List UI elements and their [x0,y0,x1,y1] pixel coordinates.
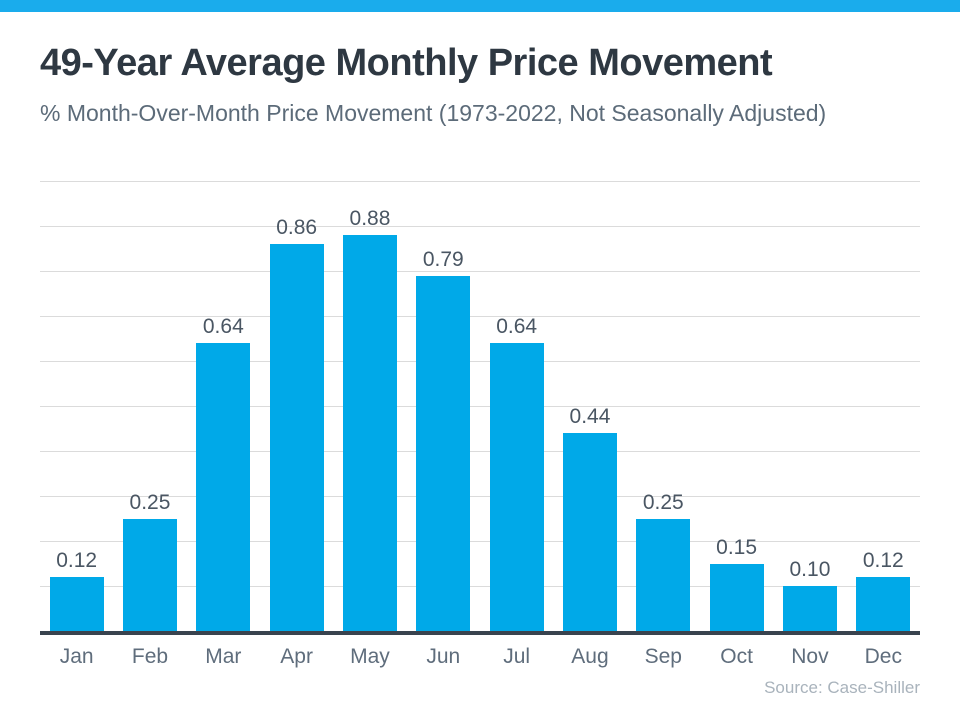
bar-value-label: 0.86 [276,216,318,239]
bar [269,244,324,631]
x-tick-label: Feb [131,645,169,668]
bar-value-label: 0.25 [129,490,171,514]
x-tick-label: Jan [59,645,94,668]
bar [782,586,837,631]
bar-value-label: 0.15 [716,535,758,559]
x-tick-label: May [350,645,390,668]
bar-value-label: 0.79 [422,247,464,271]
bar [122,518,177,631]
source-caption: Source: Case-Shiller [764,678,920,697]
bar-slot: 0.12 [847,185,920,631]
top-accent-bar [0,0,960,12]
x-tick-label: Aug [571,645,609,668]
plot-area: 0.12 0.25 0.64 0.86 0.88 0.79 0.64 0.44 0.25 0.15… [40,181,920,635]
bar-slot: 0.10 [773,185,846,631]
bar-slot: 0.12 [40,185,113,631]
bar [489,343,544,631]
bar-value-label: 0.64 [202,315,244,338]
bar [636,518,691,631]
bar-slot: 0.64 [480,185,553,631]
bar-slot: 0.88 [333,185,406,631]
bar [856,577,911,631]
bar-value-label: 0.64 [496,315,538,338]
bar [416,275,471,631]
bar-slot: 0.25 [113,185,186,631]
bar-slot: 0.15 [700,185,773,631]
bar [342,235,397,631]
chart-subtitle: % Month-Over-Month Price Movement (1973-… [40,100,827,126]
bar-value-label: 0.88 [349,207,391,230]
x-tick-label: Dec [864,645,902,668]
gridline [40,181,920,182]
bar-slot: 0.25 [627,185,700,631]
bar-slot: 0.86 [260,185,333,631]
bar-value-label: 0.10 [789,558,831,581]
x-tick-label: Sep [644,645,682,668]
bar-value-label: 0.12 [56,549,98,572]
x-tick-label: Apr [280,645,313,668]
x-tick-label: Nov [791,645,829,668]
bar-slot: 0.79 [407,185,480,631]
x-tick-label: Jun [426,645,461,668]
x-tick-label: Mar [205,645,242,668]
bar [709,563,764,631]
x-axis-labels: Jan Feb Mar Apr May Jun Jul Aug Sep Oct Nov Dec [40,645,920,669]
bar [49,577,104,631]
bar-value-label: 0.44 [569,405,611,428]
chart-title: 49-Year Average Monthly Price Movement [40,42,773,84]
bar-value-label: 0.25 [642,490,684,514]
bar [562,433,617,631]
x-tick-label: Jul [503,645,531,668]
bar-slot: 0.44 [553,185,626,631]
bar-slot: 0.64 [187,185,260,631]
bars-container: 0.12 0.25 0.64 0.86 0.88 0.79 0.64 0.44 0.25 0.15… [40,185,920,631]
bar-value-label: 0.12 [862,549,904,572]
bar [196,343,251,631]
x-tick-label: Oct [720,645,753,668]
